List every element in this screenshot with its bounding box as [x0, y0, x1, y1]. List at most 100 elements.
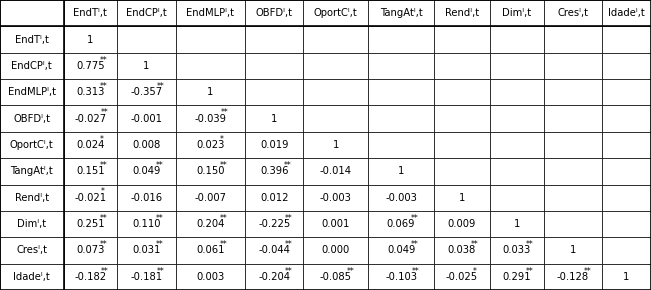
Bar — [0, 79, 64, 106]
Bar — [490, 237, 544, 264]
Text: -0.016: -0.016 — [130, 193, 163, 203]
Text: Cresᴵ,t: Cresᴵ,t — [16, 245, 48, 255]
Text: -0.225: -0.225 — [258, 219, 290, 229]
Text: OportCᴵ,t: OportCᴵ,t — [314, 8, 357, 18]
Text: Rendᴵ,t: Rendᴵ,t — [15, 193, 49, 203]
Bar — [64, 211, 117, 237]
Bar — [544, 237, 602, 264]
Text: 0.019: 0.019 — [260, 140, 288, 150]
Text: **: ** — [410, 214, 418, 223]
Text: 0.008: 0.008 — [132, 140, 161, 150]
Bar — [303, 106, 368, 132]
Text: **: ** — [219, 161, 227, 170]
Text: 0.003: 0.003 — [197, 272, 225, 282]
Text: OBFDᴵ,t: OBFDᴵ,t — [13, 114, 50, 124]
Bar — [245, 237, 303, 264]
Text: 0.000: 0.000 — [322, 245, 350, 255]
Text: -0.357: -0.357 — [130, 87, 163, 97]
Text: **: ** — [101, 267, 109, 275]
Bar — [303, 0, 368, 26]
Text: -0.204: -0.204 — [258, 272, 290, 282]
Bar — [0, 237, 64, 264]
Bar — [64, 237, 117, 264]
Text: TangAtᴵ,t: TangAtᴵ,t — [10, 166, 53, 176]
Bar — [0, 106, 64, 132]
Bar — [602, 264, 651, 290]
Bar — [245, 53, 303, 79]
Text: OportCᴵ,t: OportCᴵ,t — [10, 140, 53, 150]
Text: **: ** — [156, 240, 163, 249]
Text: TangAtᴵ,t: TangAtᴵ,t — [380, 8, 422, 18]
Text: **: ** — [285, 267, 292, 275]
Bar — [0, 211, 64, 237]
Bar — [0, 53, 64, 79]
Bar — [245, 106, 303, 132]
Bar — [368, 0, 434, 26]
Bar — [434, 184, 490, 211]
Bar — [0, 0, 64, 26]
Text: **: ** — [471, 240, 479, 249]
Text: **: ** — [219, 240, 227, 249]
Bar — [64, 26, 117, 53]
Bar — [544, 106, 602, 132]
Text: **: ** — [157, 267, 165, 275]
Bar — [0, 132, 64, 158]
Bar — [245, 264, 303, 290]
Bar — [117, 106, 176, 132]
Text: **: ** — [100, 56, 107, 65]
Text: -0.128: -0.128 — [557, 272, 589, 282]
Bar — [368, 106, 434, 132]
Bar — [368, 26, 434, 53]
Text: 0.291: 0.291 — [503, 272, 531, 282]
Text: -0.003: -0.003 — [385, 193, 417, 203]
Bar — [544, 264, 602, 290]
Bar — [176, 0, 245, 26]
Bar — [176, 106, 245, 132]
Bar — [303, 237, 368, 264]
Text: 0.009: 0.009 — [448, 219, 476, 229]
Text: 0.150: 0.150 — [196, 166, 225, 176]
Text: **: ** — [221, 108, 229, 117]
Bar — [303, 26, 368, 53]
Text: -0.025: -0.025 — [446, 272, 478, 282]
Bar — [434, 26, 490, 53]
Text: -0.014: -0.014 — [320, 166, 352, 176]
Bar — [544, 53, 602, 79]
Bar — [602, 0, 651, 26]
Text: 1: 1 — [271, 114, 277, 124]
Bar — [117, 184, 176, 211]
Text: **: ** — [157, 82, 165, 91]
Bar — [117, 0, 176, 26]
Bar — [368, 264, 434, 290]
Bar — [434, 237, 490, 264]
Text: -0.027: -0.027 — [74, 114, 107, 124]
Bar — [117, 264, 176, 290]
Text: **: ** — [346, 267, 354, 275]
Bar — [602, 79, 651, 106]
Text: **: ** — [219, 214, 227, 223]
Bar — [117, 211, 176, 237]
Bar — [490, 79, 544, 106]
Bar — [176, 264, 245, 290]
Text: **: ** — [156, 214, 163, 223]
Bar — [602, 132, 651, 158]
Text: *: * — [100, 135, 104, 144]
Bar — [176, 53, 245, 79]
Bar — [245, 79, 303, 106]
Bar — [490, 158, 544, 184]
Text: -0.085: -0.085 — [320, 272, 352, 282]
Bar — [245, 132, 303, 158]
Bar — [117, 158, 176, 184]
Text: 0.024: 0.024 — [76, 140, 105, 150]
Bar — [64, 53, 117, 79]
Text: 0.204: 0.204 — [197, 219, 225, 229]
Text: **: ** — [100, 240, 107, 249]
Bar — [176, 79, 245, 106]
Text: Dimᴵ,t: Dimᴵ,t — [503, 8, 531, 18]
Bar — [544, 158, 602, 184]
Text: **: ** — [583, 267, 591, 275]
Text: **: ** — [100, 82, 107, 91]
Bar — [434, 53, 490, 79]
Bar — [245, 211, 303, 237]
Bar — [64, 184, 117, 211]
